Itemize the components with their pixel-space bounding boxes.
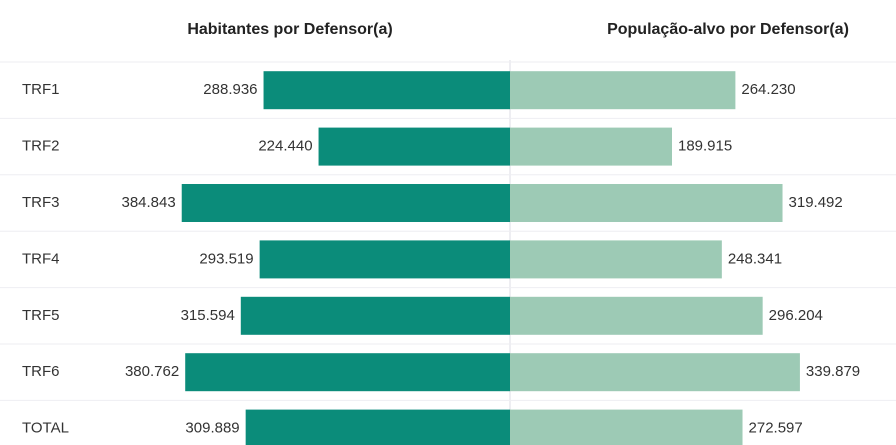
value-label: 189.915 — [678, 138, 732, 155]
value-label: 384.843 — [121, 194, 175, 211]
bar — [510, 71, 736, 110]
value-label: 339.879 — [806, 363, 860, 380]
bar — [510, 127, 672, 166]
bar — [510, 353, 800, 392]
value-label: 315.594 — [181, 307, 235, 324]
value-label: 296.204 — [769, 307, 823, 324]
row-label: TRF4 — [22, 250, 60, 267]
row-label: TRF2 — [22, 138, 60, 155]
bar — [510, 409, 743, 445]
value-label: 380.762 — [125, 363, 179, 380]
value-label: 264.230 — [741, 81, 795, 98]
row-label: TRF3 — [22, 194, 60, 211]
bar — [181, 184, 510, 222]
bar — [259, 240, 510, 279]
right-title: População-alvo por Defensor(a) — [607, 21, 849, 38]
row-label: TRF6 — [22, 363, 60, 380]
row-label: TRF5 — [22, 307, 60, 324]
bar — [185, 353, 510, 392]
bar — [245, 409, 511, 445]
value-label: 309.889 — [185, 420, 239, 437]
bar — [318, 127, 510, 166]
row-label: TRF1 — [22, 81, 60, 98]
bar — [510, 240, 722, 279]
bar — [510, 296, 763, 335]
value-label: 272.597 — [749, 420, 803, 437]
left-title: Habitantes por Defensor(a) — [187, 21, 392, 38]
value-label: 319.492 — [789, 194, 843, 211]
value-label: 248.341 — [728, 250, 782, 267]
value-label: 293.519 — [199, 250, 253, 267]
value-label: 288.936 — [203, 81, 257, 98]
bar — [240, 296, 510, 335]
bar — [263, 71, 510, 110]
row-label: TOTAL — [22, 420, 69, 437]
bar — [510, 184, 783, 222]
value-label: 224.440 — [258, 138, 312, 155]
